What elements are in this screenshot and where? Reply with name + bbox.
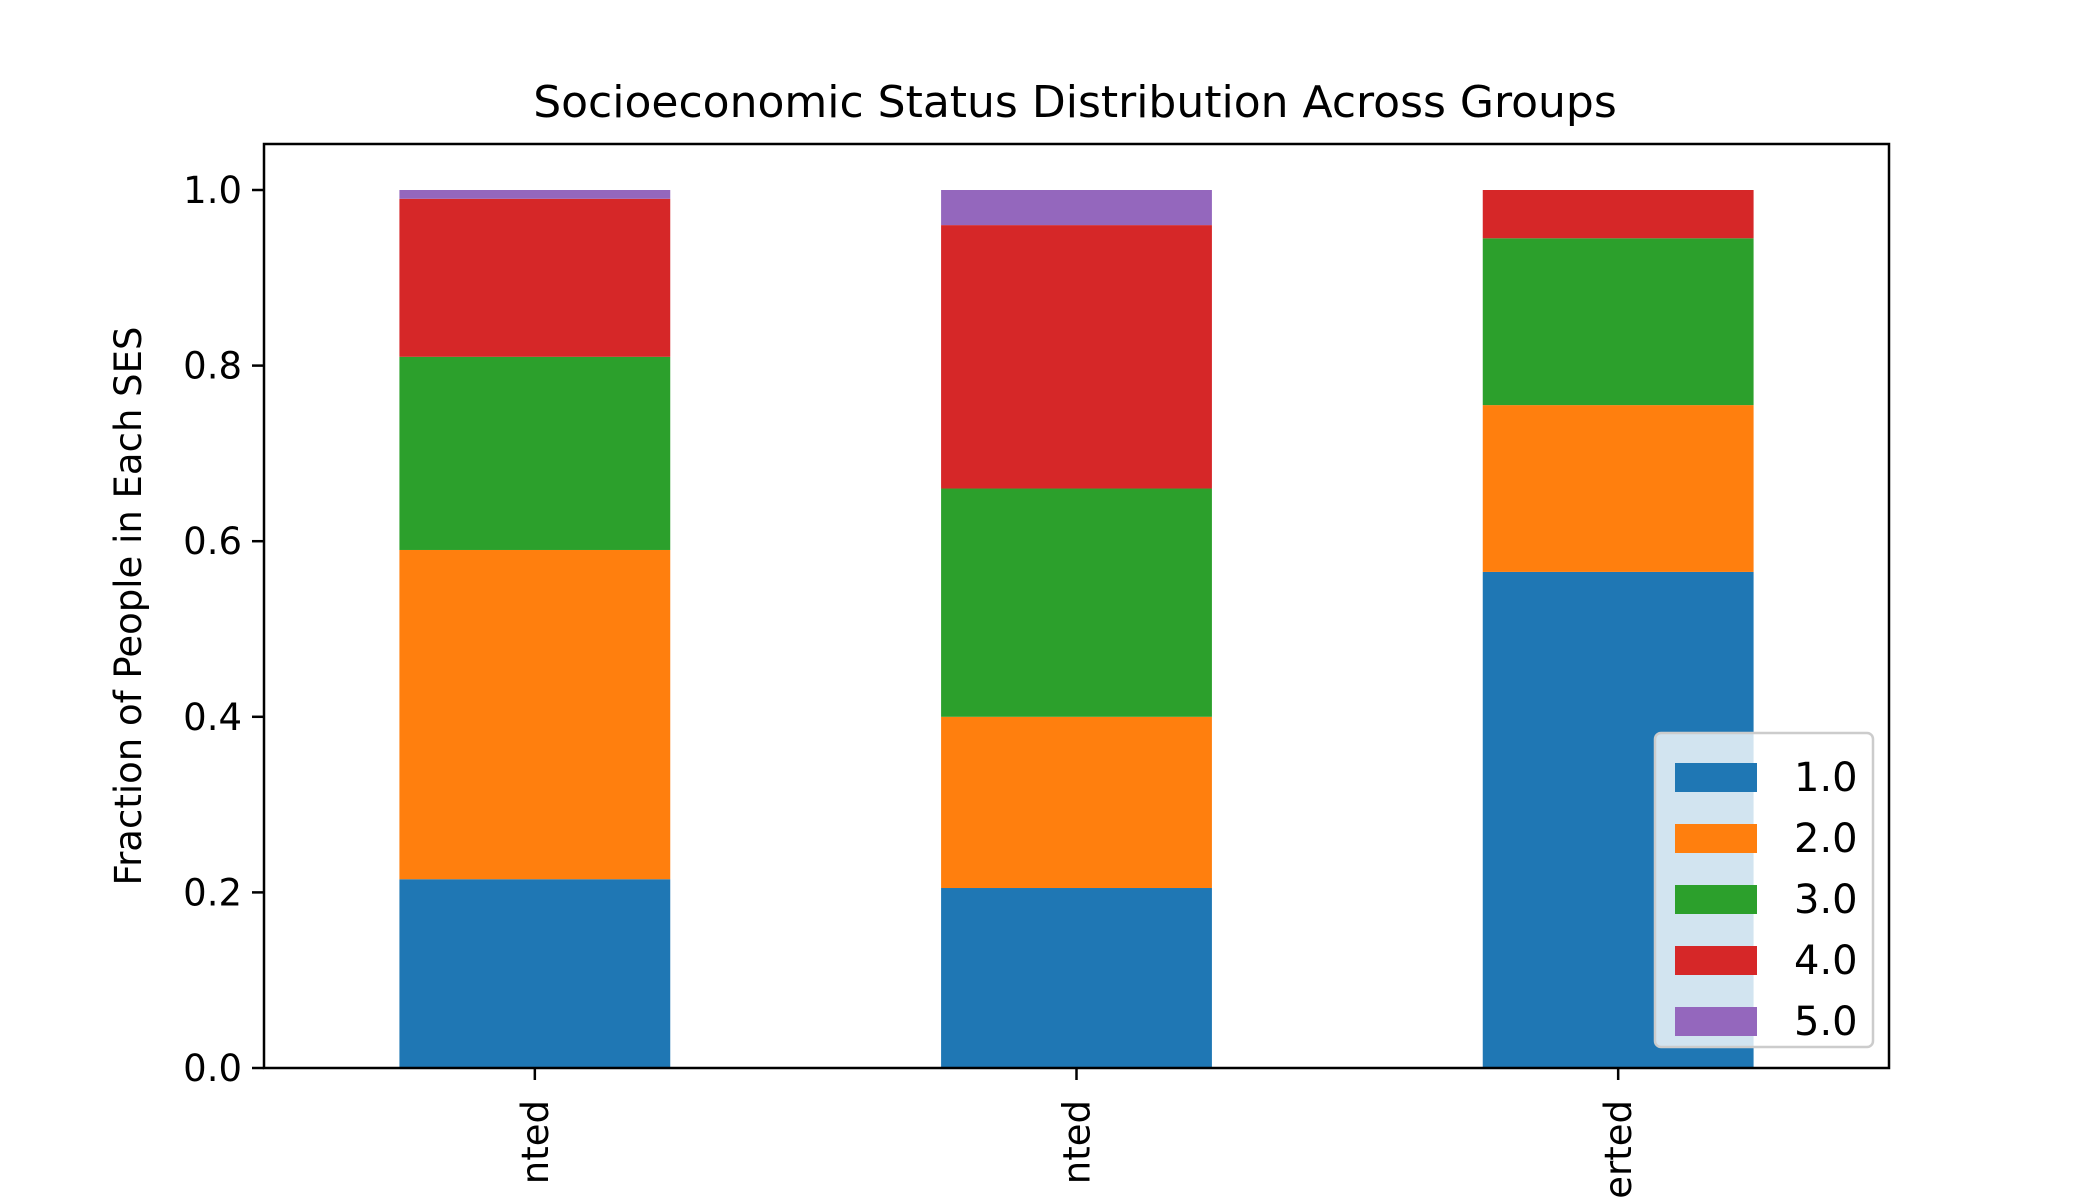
x-tick-label: nted	[1056, 1100, 1099, 1184]
legend-label: 5.0	[1794, 999, 1858, 1045]
bar-segment-3-series-4	[1482, 190, 1754, 239]
x-axis: nted nted erted	[514, 1068, 1640, 1199]
legend-swatch	[1675, 1007, 1757, 1036]
bar-segment-1-series-5	[399, 190, 671, 199]
bar-segment-2-series-4	[941, 225, 1212, 489]
bar-segment-2-series-1	[941, 888, 1212, 1068]
y-tick-label: 0.4	[183, 696, 242, 739]
x-tick-label: nted	[514, 1100, 557, 1184]
y-tick-label: 0.0	[183, 1047, 242, 1090]
chart-title: Socioeconomic Status Distribution Across…	[533, 77, 1617, 128]
legend-swatch	[1675, 885, 1757, 914]
y-axis-label: Fraction of People in Each SES	[107, 326, 150, 885]
bar-segment-3-series-2	[1482, 405, 1754, 572]
y-tick-label: 0.2	[183, 871, 242, 914]
x-tick-label: erted	[1597, 1100, 1640, 1199]
legend-label: 4.0	[1794, 938, 1858, 984]
legend: 1.0 2.0 3.0 4.0 5.0	[1653, 731, 1875, 1049]
y-tick-label: 1.0	[183, 169, 242, 212]
bar-segment-1-series-3	[399, 356, 671, 550]
y-tick-label: 0.6	[183, 520, 242, 563]
bar-segment-1-series-2	[399, 549, 671, 880]
y-axis: 0.0 0.2 0.4 0.6 0.8 1.0	[183, 169, 264, 1090]
legend-label: 1.0	[1794, 755, 1858, 801]
bars-group	[399, 190, 1754, 1068]
legend-swatch	[1675, 946, 1757, 975]
legend-label: 3.0	[1794, 877, 1858, 923]
legend-label: 2.0	[1794, 816, 1858, 862]
y-tick-label: 0.8	[183, 345, 242, 388]
bar-segment-2-series-2	[941, 716, 1212, 889]
legend-swatch	[1675, 824, 1757, 853]
bar-segment-1-series-1	[399, 879, 671, 1068]
legend-swatch	[1675, 763, 1757, 792]
bar-segment-2-series-3	[941, 488, 1212, 717]
bar-segment-1-series-4	[399, 198, 671, 357]
bar-segment-2-series-5	[941, 190, 1212, 226]
bar-segment-3-series-3	[1482, 238, 1754, 406]
